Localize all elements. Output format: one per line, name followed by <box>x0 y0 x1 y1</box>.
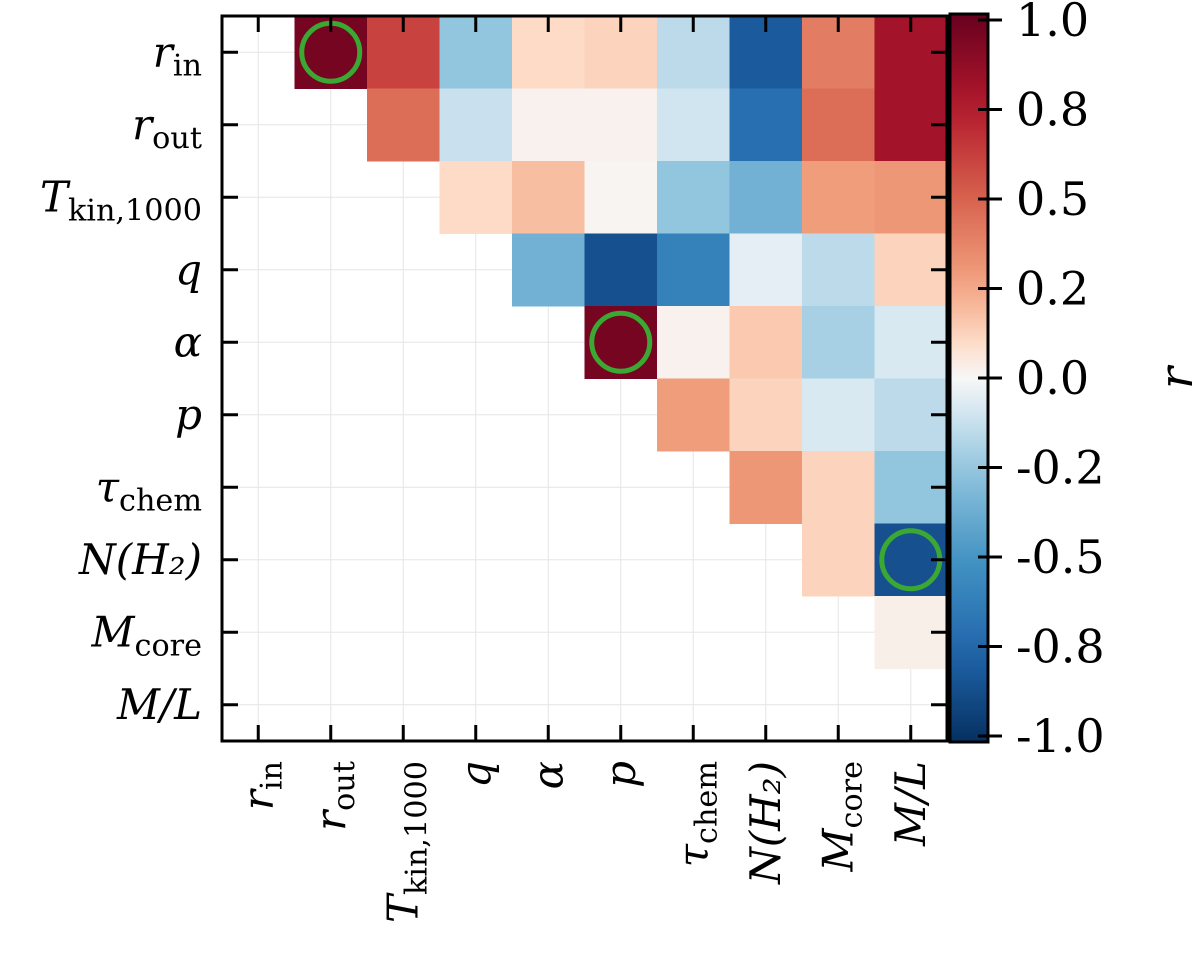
colorbar-tick-label: -0.8 <box>1016 620 1105 674</box>
heatmap-cell <box>802 451 875 524</box>
heatmap-cell <box>729 161 803 234</box>
heatmap-cell <box>657 88 730 162</box>
heatmap-cell <box>657 161 730 234</box>
heatmap-cells <box>294 16 948 669</box>
colorbar-tick-label: 0.0 <box>1016 351 1089 405</box>
tick-label: q <box>451 761 500 788</box>
colorbar-gradient <box>948 12 990 744</box>
colorbar-tick-label: -0.2 <box>1016 441 1105 495</box>
heatmap-cell <box>802 378 875 452</box>
heatmap-cell <box>512 233 585 307</box>
tick-label: Mcore <box>813 761 869 873</box>
tick-label: p <box>175 390 202 439</box>
heatmap-cell <box>729 451 803 524</box>
heatmap-cell <box>657 378 730 452</box>
heatmap-cell <box>584 88 658 162</box>
tick-label: M/L <box>116 680 202 729</box>
highlight-circle <box>589 310 653 374</box>
tick-label: τchem <box>668 761 724 867</box>
axes-box <box>220 14 949 743</box>
heatmap-cell <box>802 88 875 162</box>
heatmap-cell <box>439 88 513 162</box>
tick-label: Tkin,1000 <box>40 172 202 228</box>
heatmap-cell <box>367 88 440 162</box>
tick-label: q <box>175 245 202 294</box>
tick-label: rout <box>132 100 202 156</box>
heatmap-cell <box>584 233 658 307</box>
heatmap-cell <box>729 88 803 162</box>
colorbar-tick-label: -1.0 <box>1016 709 1105 763</box>
axes-frame <box>220 14 949 743</box>
colorbar-tick-label: 1.0 <box>1016 0 1089 47</box>
heatmap-cell <box>729 378 803 452</box>
tick-label: α <box>523 761 572 789</box>
tick-label: M/L <box>886 761 935 847</box>
tick-label: Mcore <box>91 607 203 663</box>
heatmap-cell <box>729 306 803 379</box>
tick-label: τchem <box>96 462 202 518</box>
heatmap-cell <box>657 306 730 379</box>
heatmap-cell <box>802 161 875 234</box>
tick-label: p <box>596 761 645 788</box>
heatmap-cell <box>802 523 875 597</box>
y-tick-labels: rin rout Tkin,1000 qαp τchem N(H₂) Mcore M/L <box>40 27 202 729</box>
tick-label: Tkin,1000 <box>378 761 434 923</box>
colorbar-tick-label: 0.2 <box>1016 262 1089 316</box>
colorbar: 1.0 0.8 0.5 0.2 0.0 -0.2 -0.5 -0.8 -1.0 r <box>948 0 1200 763</box>
tick-label: N(H₂) <box>741 761 790 885</box>
heatmap-cell <box>512 161 585 234</box>
heatmap-cell <box>439 161 513 234</box>
heatmap-cell <box>802 233 875 307</box>
heatmap-cell <box>584 306 658 379</box>
tick-label: rin <box>233 761 289 810</box>
heatmap-cell <box>584 161 658 234</box>
colorbar-tick-label: 0.5 <box>1016 172 1089 226</box>
heatmap-cell <box>729 233 803 307</box>
heatmap-cell <box>512 88 585 162</box>
heatmap-cell <box>657 233 730 307</box>
heatmap-cell <box>802 306 875 379</box>
tick-label: rin <box>153 27 202 83</box>
colorbar-tick-label: -0.5 <box>1016 530 1105 584</box>
colorbar-label: r <box>1149 364 1200 389</box>
colorbar-tick-label: 0.8 <box>1016 83 1089 137</box>
tick-label: α <box>174 317 202 366</box>
tick-label: rout <box>306 761 362 831</box>
tick-label: N(H₂) <box>78 535 202 584</box>
